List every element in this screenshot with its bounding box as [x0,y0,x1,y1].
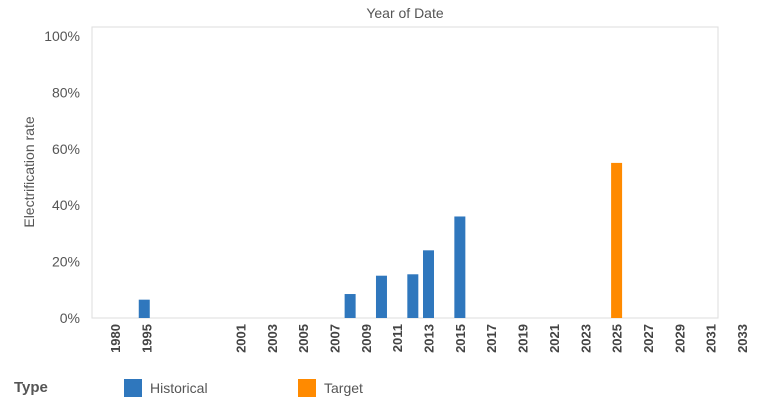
x-tick-label: 2015 [453,324,468,353]
legend-label-target: Target [324,380,363,396]
x-tick-label: 2001 [233,324,248,353]
x-tick-label: 2003 [265,324,280,353]
plot-area [91,26,719,319]
x-tick-label: 2031 [704,324,719,353]
x-tick-label: 2029 [672,324,687,353]
x-tick-label: 2011 [390,324,405,352]
x-tick-label: 2019 [516,324,531,353]
y-tick-labels: 0% 20% 40% 60% 80% 100% [44,28,80,326]
x-tick-label: 1980 [108,324,123,353]
chart-title: Year of Date [366,5,444,21]
x-tick-label: 2017 [484,324,499,353]
x-tick-label: 2009 [359,324,374,353]
y-tick-label: 100% [44,28,80,44]
bars [138,162,623,318]
bar-2015 [454,216,466,318]
bar-2010 [375,275,387,318]
y-tick-label: 40% [52,197,80,213]
y-axis-label: Electrification rate [21,116,37,227]
bar-2012 [407,274,419,318]
bar-1994 [138,299,150,318]
y-tick-label: 0% [60,310,80,326]
legend-swatch-historical [124,379,142,397]
x-tick-label: 2027 [641,324,656,353]
x-tick-label: 2013 [422,324,437,353]
legend: Type Historical Target [14,376,754,400]
legend-label-historical: Historical [150,380,208,396]
x-tick-label: 2005 [296,324,311,353]
bar-2013 [423,250,434,318]
x-tick-labels: 1980 1995 2001 2003 2005 2007 2009 2011 2013 2015… [108,324,750,353]
y-tick-label: 20% [52,254,80,270]
x-tick-label: 1995 [139,324,154,353]
x-tick-label: 2021 [547,324,562,353]
legend-item-historical: Historical [124,376,208,400]
legend-item-target: Target [298,376,363,400]
y-tick-label: 80% [52,84,80,100]
x-tick-label: 2025 [610,324,625,353]
legend-title: Type [14,379,48,396]
bar-chart: Year of Date Electrification rate 0% 20% 4… [21,5,750,353]
legend-swatch-target [298,379,316,397]
y-tick-label: 60% [52,141,80,157]
bar-2025 [611,162,623,318]
bar-2008 [344,294,356,318]
x-tick-label: 2023 [578,324,593,353]
x-tick-label: 2033 [735,324,750,353]
x-tick-label: 2007 [327,324,342,353]
